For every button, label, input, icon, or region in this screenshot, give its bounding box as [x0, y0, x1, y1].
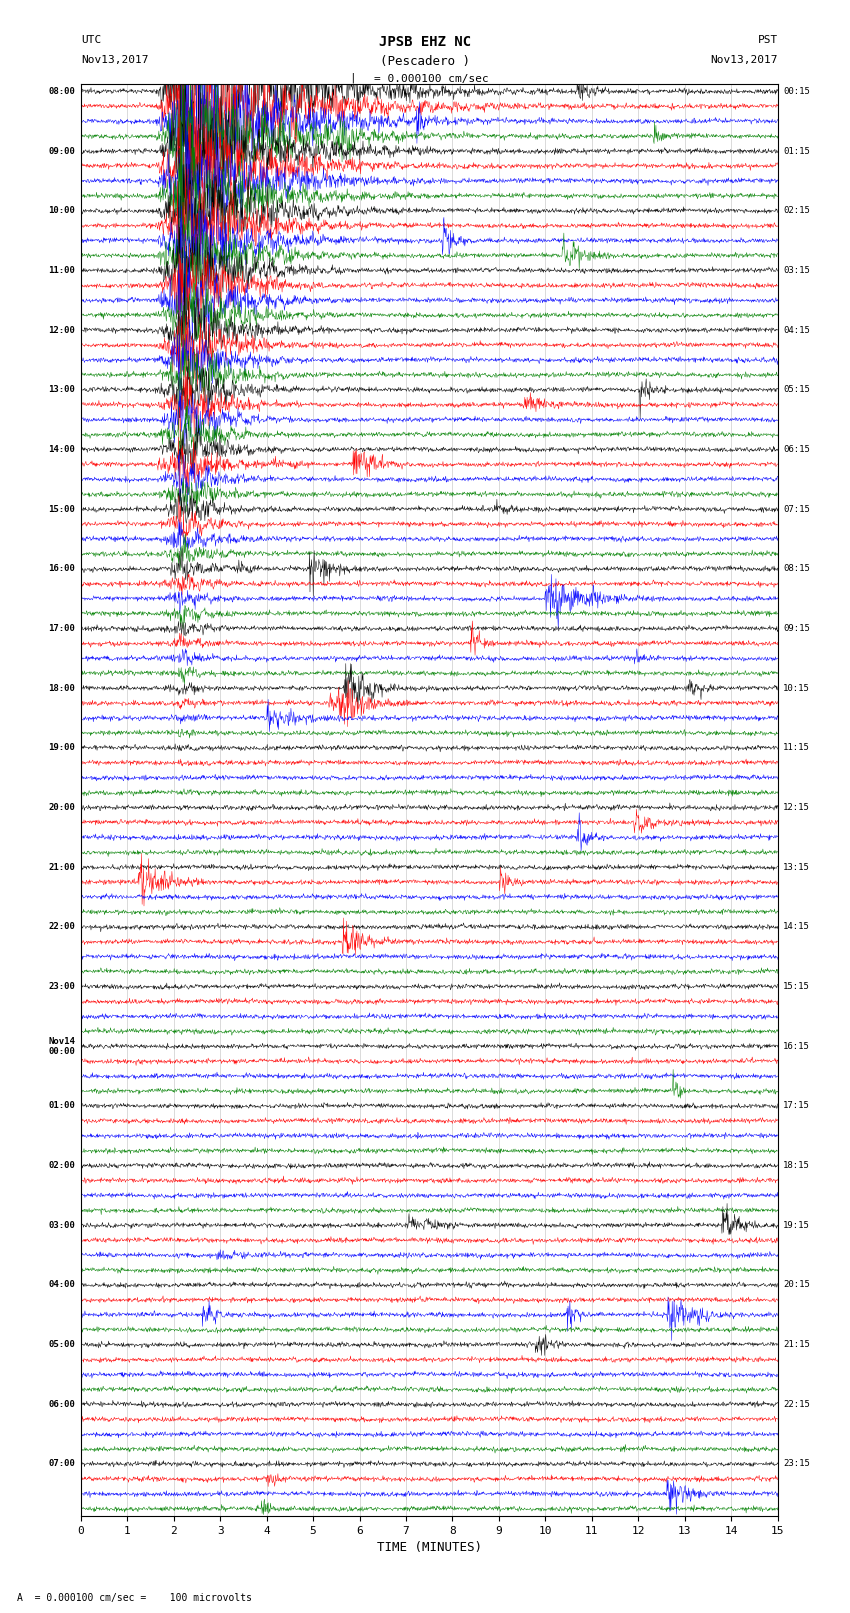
- Text: 08:15: 08:15: [784, 565, 810, 573]
- Text: 20:15: 20:15: [784, 1281, 810, 1289]
- Text: (Pescadero ): (Pescadero ): [380, 55, 470, 68]
- Text: 16:00: 16:00: [48, 565, 75, 573]
- Text: 14:00: 14:00: [48, 445, 75, 453]
- Text: 17:15: 17:15: [784, 1102, 810, 1110]
- Text: 15:00: 15:00: [48, 505, 75, 513]
- Text: 10:00: 10:00: [48, 206, 75, 215]
- Text: 19:15: 19:15: [784, 1221, 810, 1229]
- Text: 03:15: 03:15: [784, 266, 810, 274]
- Text: 09:00: 09:00: [48, 147, 75, 155]
- Text: 13:15: 13:15: [784, 863, 810, 871]
- Text: 22:00: 22:00: [48, 923, 75, 931]
- Text: 06:15: 06:15: [784, 445, 810, 453]
- Text: 01:00: 01:00: [48, 1102, 75, 1110]
- Text: UTC: UTC: [81, 35, 101, 45]
- Text: A  = 0.000100 cm/sec =    100 microvolts: A = 0.000100 cm/sec = 100 microvolts: [17, 1594, 252, 1603]
- Text: 11:15: 11:15: [784, 744, 810, 752]
- Text: 02:15: 02:15: [784, 206, 810, 215]
- Text: 16:15: 16:15: [784, 1042, 810, 1050]
- Text: 10:15: 10:15: [784, 684, 810, 692]
- Text: 01:15: 01:15: [784, 147, 810, 155]
- Text: 04:15: 04:15: [784, 326, 810, 334]
- Text: 14:15: 14:15: [784, 923, 810, 931]
- Text: 23:00: 23:00: [48, 982, 75, 990]
- Text: Nov14
00:00: Nov14 00:00: [48, 1037, 75, 1057]
- Text: 15:15: 15:15: [784, 982, 810, 990]
- Text: 12:15: 12:15: [784, 803, 810, 811]
- Text: 18:15: 18:15: [784, 1161, 810, 1169]
- Text: 21:15: 21:15: [784, 1340, 810, 1348]
- Text: PST: PST: [757, 35, 778, 45]
- Text: 22:15: 22:15: [784, 1400, 810, 1408]
- Text: 05:15: 05:15: [784, 386, 810, 394]
- Text: 02:00: 02:00: [48, 1161, 75, 1169]
- Text: 21:00: 21:00: [48, 863, 75, 871]
- Text: 09:15: 09:15: [784, 624, 810, 632]
- Text: 07:00: 07:00: [48, 1460, 75, 1468]
- Text: 04:00: 04:00: [48, 1281, 75, 1289]
- Text: 17:00: 17:00: [48, 624, 75, 632]
- Text: 13:00: 13:00: [48, 386, 75, 394]
- Text: Nov13,2017: Nov13,2017: [81, 55, 148, 65]
- Text: 08:00: 08:00: [48, 87, 75, 95]
- Text: JPSB EHZ NC: JPSB EHZ NC: [379, 35, 471, 50]
- Text: 12:00: 12:00: [48, 326, 75, 334]
- Text: 23:15: 23:15: [784, 1460, 810, 1468]
- X-axis label: TIME (MINUTES): TIME (MINUTES): [377, 1542, 482, 1555]
- Text: 07:15: 07:15: [784, 505, 810, 513]
- Text: Nov13,2017: Nov13,2017: [711, 55, 778, 65]
- Text: |: |: [349, 73, 356, 84]
- Text: 18:00: 18:00: [48, 684, 75, 692]
- Text: 19:00: 19:00: [48, 744, 75, 752]
- Text: 20:00: 20:00: [48, 803, 75, 811]
- Text: = 0.000100 cm/sec: = 0.000100 cm/sec: [374, 74, 489, 84]
- Text: 06:00: 06:00: [48, 1400, 75, 1408]
- Text: 00:15: 00:15: [784, 87, 810, 95]
- Text: 05:00: 05:00: [48, 1340, 75, 1348]
- Text: 03:00: 03:00: [48, 1221, 75, 1229]
- Text: 11:00: 11:00: [48, 266, 75, 274]
